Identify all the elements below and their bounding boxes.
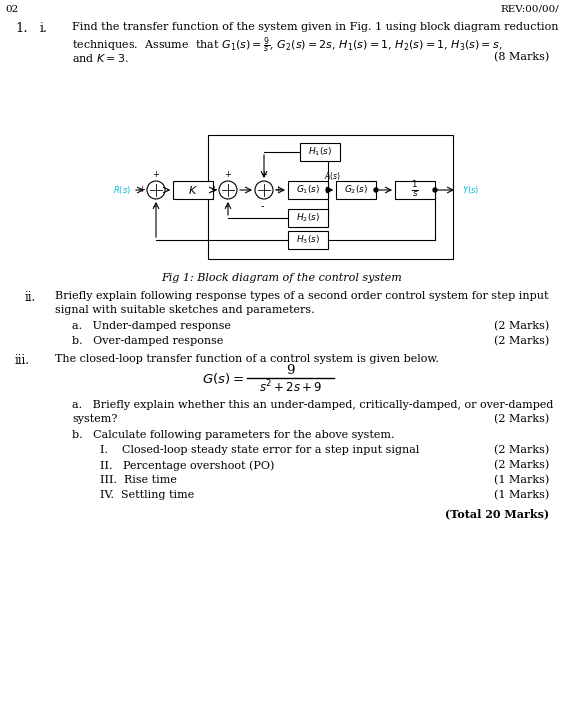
Text: (2 Marks): (2 Marks): [494, 321, 549, 331]
Text: $H_1(s)$: $H_1(s)$: [308, 146, 332, 159]
Text: -: -: [260, 201, 264, 211]
Text: The closed-loop transfer function of a control system is given below.: The closed-loop transfer function of a c…: [55, 354, 439, 364]
Text: signal with suitable sketches and parameters.: signal with suitable sketches and parame…: [55, 305, 315, 315]
Text: system?: system?: [72, 414, 117, 424]
Text: 9: 9: [287, 364, 295, 377]
Text: $s^2 + 2s + 9$: $s^2 + 2s + 9$: [259, 379, 322, 396]
Text: $G_1(s)$: $G_1(s)$: [296, 183, 320, 196]
Text: (1 Marks): (1 Marks): [494, 490, 549, 501]
Text: -: -: [224, 201, 228, 211]
Text: (1 Marks): (1 Marks): [494, 475, 549, 486]
Text: $H_2(s)$: $H_2(s)$: [296, 212, 320, 224]
Text: $G_2(s)$: $G_2(s)$: [344, 183, 368, 196]
Text: techniques.  Assume  that $G_1(s) = \frac{9}{s}$, $G_2(s) = 2s$, $H_1(s) = 1$, $: techniques. Assume that $G_1(s) = \frac{…: [72, 36, 503, 56]
Text: ii.: ii.: [25, 291, 36, 304]
Text: b.   Over-damped response: b. Over-damped response: [72, 336, 223, 346]
Text: (Total 20 Marks): (Total 20 Marks): [445, 508, 549, 519]
Text: +: +: [261, 170, 267, 179]
Text: +: +: [274, 186, 281, 194]
Bar: [300, 143, 340, 161]
Text: +: +: [153, 170, 160, 179]
Text: $Y(s)$: $Y(s)$: [462, 184, 479, 196]
Text: (2 Marks): (2 Marks): [494, 336, 549, 346]
Text: $A(s)$: $A(s)$: [324, 170, 341, 182]
Bar: [208, 135, 453, 259]
Text: and $K = 3$.: and $K = 3$.: [72, 52, 129, 64]
Text: I.    Closed-loop steady state error for a step input signal: I. Closed-loop steady state error for a …: [100, 445, 420, 455]
Text: REV:00/00/: REV:00/00/: [500, 5, 559, 14]
Text: $\frac{1}{s}$: $\frac{1}{s}$: [411, 180, 419, 200]
Text: i.: i.: [40, 22, 48, 35]
Text: Briefly explain following response types of a second order control system for st: Briefly explain following response types…: [55, 291, 549, 301]
Text: iii.: iii.: [15, 354, 30, 367]
Bar: [288, 181, 328, 199]
Text: (2 Marks): (2 Marks): [494, 445, 549, 456]
Bar: [395, 181, 435, 199]
Text: $H_3(s)$: $H_3(s)$: [296, 233, 320, 246]
Circle shape: [433, 188, 437, 192]
Text: 02: 02: [5, 5, 18, 14]
Circle shape: [326, 188, 330, 192]
Text: Find the transfer function of the system given in Fig. 1 using block diagram red: Find the transfer function of the system…: [72, 22, 558, 32]
Bar: [336, 181, 376, 199]
Text: -: -: [152, 201, 156, 211]
Text: IV.  Settling time: IV. Settling time: [100, 490, 194, 500]
Bar: [288, 231, 328, 249]
Text: (8 Marks): (8 Marks): [494, 52, 549, 62]
Text: a.   Briefly explain whether this an under-damped, critically-damped, or over-da: a. Briefly explain whether this an under…: [72, 400, 553, 410]
Text: b.   Calculate following parameters for the above system.: b. Calculate following parameters for th…: [72, 430, 394, 440]
Text: Fig 1: Block diagram of the control system: Fig 1: Block diagram of the control syst…: [162, 273, 402, 283]
Text: II.   Percentage overshoot (PO): II. Percentage overshoot (PO): [100, 460, 274, 471]
Text: $K$: $K$: [188, 184, 198, 196]
Text: +: +: [224, 170, 231, 179]
Text: $R(s)$: $R(s)$: [113, 184, 131, 196]
Bar: [173, 181, 213, 199]
Text: $G(s) = $: $G(s) = $: [202, 371, 244, 386]
Circle shape: [374, 188, 378, 192]
Text: a.   Under-damped response: a. Under-damped response: [72, 321, 231, 331]
Text: 1.: 1.: [15, 22, 28, 35]
Text: +: +: [138, 186, 145, 194]
Text: +: +: [210, 186, 217, 194]
Bar: [288, 209, 328, 227]
Text: (2 Marks): (2 Marks): [494, 460, 549, 471]
Text: (2 Marks): (2 Marks): [494, 414, 549, 424]
Text: III.  Rise time: III. Rise time: [100, 475, 177, 485]
